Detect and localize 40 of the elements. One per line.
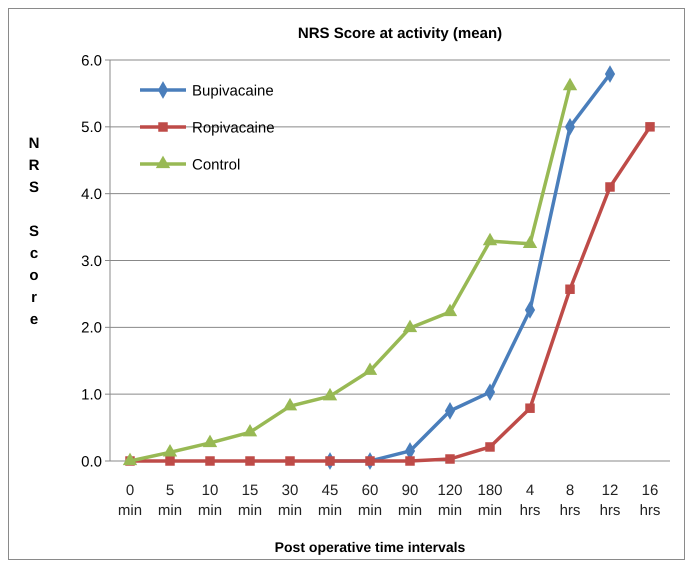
point bbox=[365, 456, 375, 466]
point bbox=[605, 182, 615, 192]
point bbox=[565, 284, 575, 294]
x-tick-label: 12 hrs bbox=[600, 482, 620, 519]
point bbox=[285, 456, 295, 466]
x-tick-label: 45 min bbox=[318, 482, 342, 519]
legend-label: Bupivacaine bbox=[192, 82, 274, 100]
point bbox=[165, 456, 175, 466]
point bbox=[525, 403, 535, 413]
point bbox=[205, 456, 215, 466]
text: NRS Score bbox=[28, 135, 40, 328]
x-tick-label: 8 hrs bbox=[560, 482, 580, 519]
legend-label: Ropivacaine bbox=[192, 119, 275, 136]
point bbox=[405, 456, 415, 466]
x-tick-label: 30 min bbox=[278, 482, 302, 519]
x-tick-label: 180 min bbox=[477, 482, 503, 519]
x-axis-title: Post operative time intervals bbox=[274, 539, 466, 555]
y-tick-label: 2.0 bbox=[81, 320, 102, 337]
x-tick-label: 90 min bbox=[398, 482, 422, 519]
point bbox=[485, 442, 495, 452]
x-tick-label: 60 min bbox=[358, 482, 382, 519]
point bbox=[445, 454, 455, 464]
x-tick-label: 15 min bbox=[238, 482, 262, 519]
chart-title: NRS Score at activity (mean) bbox=[298, 25, 502, 42]
x-tick-label: 120 min bbox=[437, 482, 463, 519]
x-tick-label: 5 min bbox=[158, 482, 182, 519]
legend-label: Control bbox=[192, 156, 240, 174]
y-tick-label: 0.0 bbox=[81, 453, 102, 470]
y-tick-label: 3.0 bbox=[81, 252, 102, 270]
y-tick-label: 5.0 bbox=[81, 119, 102, 136]
x-tick-label: 4 hrs bbox=[520, 482, 540, 519]
point bbox=[645, 122, 655, 132]
point bbox=[245, 456, 255, 466]
y-tick-label: 6.0 bbox=[81, 52, 102, 70]
point bbox=[325, 456, 335, 466]
x-tick-label: 0 min bbox=[118, 482, 142, 519]
y-tick-label: 1.0 bbox=[81, 386, 102, 404]
y-tick-label: 4.0 bbox=[81, 186, 102, 203]
x-tick-label: 10 min bbox=[198, 482, 222, 519]
x-tick-label: 16 hrs bbox=[640, 482, 660, 519]
